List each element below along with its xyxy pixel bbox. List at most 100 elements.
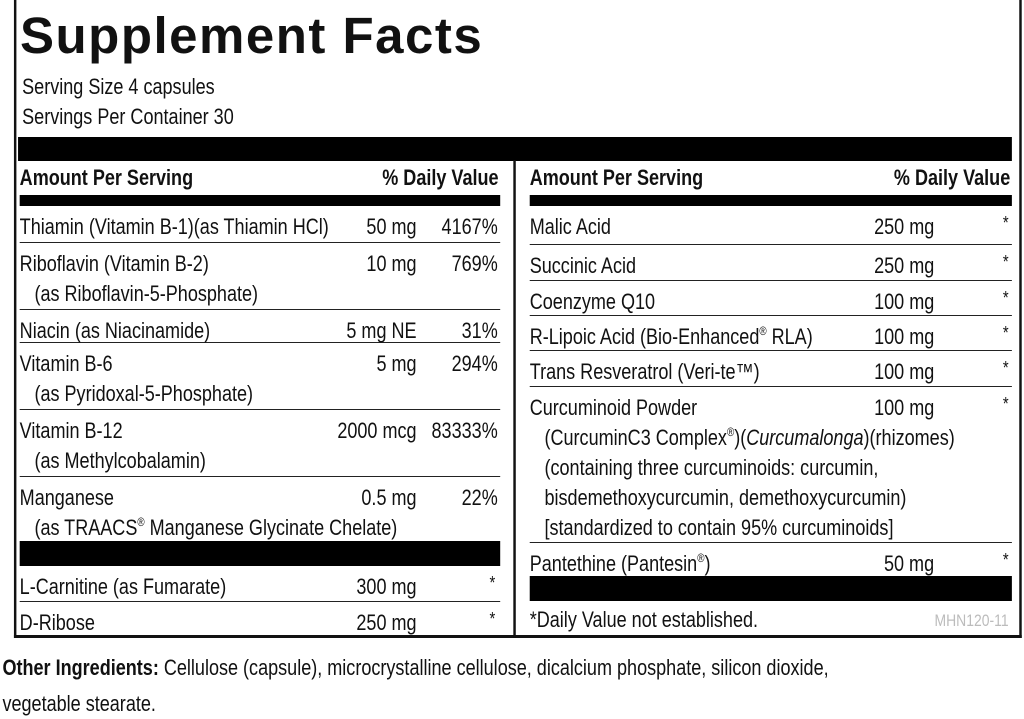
nutrient-name: Vitamin B-12 (19, 418, 123, 443)
nutrient-row: Riboflavin (Vitamin B-2) (as Riboflavin-… (19, 243, 501, 310)
nutrient-row: L-Carnitine (as Fumarate) 300 mg * (19, 566, 501, 602)
nutrient-row: Niacin (as Niacinamide) 5 mg NE 31% (19, 310, 501, 343)
name-text: ) (704, 551, 711, 576)
nutrient-source: (containing three curcuminoids: curcumin… (544, 455, 879, 480)
nutrient-amount: 300 mg (356, 574, 417, 599)
thick-rule (19, 195, 501, 206)
amount-header: Amount Per Serving (529, 165, 704, 190)
dv-header: % Daily Value (893, 165, 1011, 190)
column-divider (513, 160, 516, 638)
source-text: )( (734, 425, 747, 450)
nutrient-amount: 100 mg (874, 359, 935, 384)
nutrient-source: (as TRAACS® Manganese Glycinate Chelate) (20, 513, 501, 543)
section-bar (529, 576, 1012, 601)
registered-mark: ® (137, 515, 145, 529)
source-text: )(rhizomes) (863, 425, 955, 450)
source-text: (CurcuminC3 Complex (544, 425, 727, 450)
registered-mark: ® (697, 551, 705, 565)
nutrient-row: D-Ribose 250 mg * (20, 602, 501, 638)
amount-header: Amount Per Serving (19, 165, 194, 190)
nutrient-name: Coenzyme Q10 (529, 289, 656, 314)
nutrient-name: Trans Resveratrol (Veri-te™) (529, 359, 760, 384)
nutrient-name: Niacin (as Niacinamide) (19, 318, 211, 343)
panel-border (13, 0, 1022, 638)
nutrient-dv: * (1002, 288, 1009, 308)
name-text: R-Lipoic Acid (Bio-Enhanced (529, 324, 760, 349)
nutrient-dv: 294% (451, 351, 498, 376)
nutrient-name: Manganese (19, 485, 114, 510)
nutrient-amount: 0.5 mg (361, 485, 417, 510)
nutrient-amount: 5 mg NE (346, 318, 417, 343)
nutrient-name: Curcuminoid Powder (529, 395, 698, 420)
nutrient-row: Trans Resveratrol (Veri-te™) 100 mg * (529, 351, 1012, 387)
nutrient-name: Succinic Acid (529, 253, 637, 278)
nutrient-amount: 50 mg (883, 551, 935, 576)
nutrient-dv: * (1002, 358, 1009, 378)
nutrient-amount: 100 mg (874, 324, 935, 349)
nutrient-row: Pantethine (Pantesin®) 50 mg * (530, 543, 1012, 576)
nutrient-dv: * (1002, 550, 1009, 570)
source-text: Manganese Glycinate Chelate) (144, 515, 398, 540)
registered-mark: ® (726, 425, 735, 439)
name-text: RLA) (766, 324, 813, 349)
nutrient-amount: 50 mg (366, 214, 417, 239)
nutrient-source: bisdemethoxycurcumin, demethoxycurcumin) (544, 485, 907, 510)
nutrient-amount: 250 mg (356, 610, 417, 635)
nutrient-dv: 4167% (441, 214, 498, 239)
nutrient-amount: 250 mg (874, 214, 935, 239)
footnote: *Daily Value not established. (529, 607, 759, 632)
nutrient-amount: 100 mg (874, 395, 935, 420)
nutrient-dv: * (489, 573, 496, 593)
other-ingredients: Other Ingredients: Cellulose (capsule), … (2, 655, 828, 681)
nutrient-source: (as Methylcobalamin) (34, 448, 206, 473)
servings-per-container: Servings Per Container 30 (22, 104, 234, 129)
species-name: Curcumalonga (746, 425, 864, 450)
nutrient-source: (as Pyridoxal-5-Phosphate) (34, 381, 254, 406)
nutrient-source: [standardized to contain 95% curcuminoid… (544, 515, 894, 540)
source-text: (as TRAACS (34, 515, 138, 540)
right-column: Amount Per Serving % Daily Value Malic A… (529, 161, 1012, 643)
nutrient-name: Pantethine (Pantesin®) (530, 549, 1012, 579)
nutrient-row: Coenzyme Q10 100 mg * (529, 281, 1012, 316)
nutrient-dv: * (1002, 394, 1009, 414)
nutrient-row: R-Lipoic Acid (Bio-Enhanced® RLA) 100 mg… (529, 316, 1012, 351)
section-bar (19, 541, 501, 566)
other-ingredients-text: Cellulose (capsule), microcrystalline ce… (158, 655, 829, 680)
other-ingredients-cont: vegetable stearate. (2, 691, 156, 716)
nutrient-source: (as Riboflavin-5-Phosphate) (34, 281, 259, 306)
nutrient-dv: * (489, 609, 496, 629)
top-bar (18, 137, 1012, 161)
nutrient-row: Manganese (as TRAACS® Manganese Glycinat… (20, 477, 501, 541)
nutrient-row: Vitamin B-12 (as Methylcobalamin) 2000 m… (19, 410, 501, 477)
other-ingredients-label: Other Ingredients: (2, 655, 159, 680)
dv-header: % Daily Value (382, 165, 499, 190)
column-header: Amount Per Serving % Daily Value (20, 161, 501, 195)
nutrient-dv: * (1002, 213, 1009, 233)
nutrient-name: D-Ribose (19, 610, 95, 635)
nutrient-dv: 31% (461, 318, 498, 343)
nutrient-dv: 769% (451, 251, 498, 276)
footnote-row: *Daily Value not established. MHN120-11 (530, 601, 1012, 643)
thick-rule (529, 195, 1012, 206)
nutrient-dv: * (1002, 323, 1009, 343)
nutrient-row: Thiamin (Vitamin B-1)(as Thiamin HCl) 50… (19, 206, 501, 243)
nutrient-row: Curcuminoid Powder (CurcuminC3 Complex®)… (529, 387, 1012, 543)
nutrient-amount: 5 mg (376, 351, 417, 376)
page-title: Supplement Facts (20, 7, 484, 64)
nutrient-amount: 100 mg (874, 289, 935, 314)
nutrient-dv: * (1002, 252, 1009, 272)
nutrient-dv: 22% (461, 485, 498, 510)
nutrient-amount: 2000 mcg (337, 418, 417, 443)
nutrient-row: Malic Acid 250 mg * (529, 206, 1012, 245)
nutrient-row: Succinic Acid 250 mg * (529, 245, 1012, 281)
nutrient-name: L-Carnitine (as Fumarate) (19, 574, 227, 599)
nutrient-row: Vitamin B-6 (as Pyridoxal-5-Phosphate) 5… (19, 343, 501, 410)
name-text: Pantethine (Pantesin (529, 551, 698, 576)
nutrient-name: Thiamin (Vitamin B-1)(as Thiamin HCl) (19, 214, 329, 239)
nutrient-dv: 83333% (431, 418, 498, 443)
nutrient-name: Riboflavin (Vitamin B-2) (19, 251, 209, 276)
column-header: Amount Per Serving % Daily Value (530, 161, 1012, 195)
product-code: MHN120-11 (934, 611, 1009, 630)
nutrient-name: Vitamin B-6 (19, 351, 113, 376)
nutrient-amount: 250 mg (874, 253, 935, 278)
